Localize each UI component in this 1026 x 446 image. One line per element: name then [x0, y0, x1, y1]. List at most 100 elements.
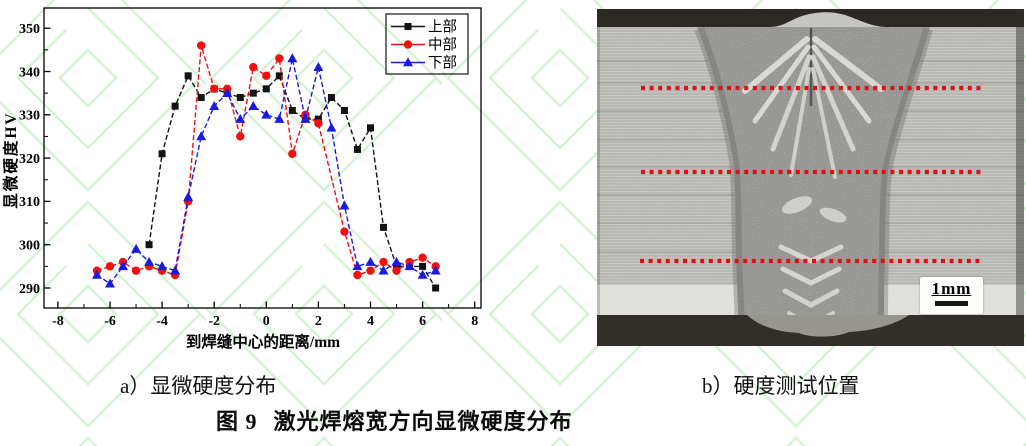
data-point: [313, 61, 324, 71]
data-point: [261, 109, 272, 119]
data-point: [274, 113, 285, 123]
series-2: [92, 41, 440, 280]
data-point: [367, 124, 374, 132]
data-point: [392, 266, 401, 275]
data-point: [379, 257, 388, 267]
data-point: [353, 270, 362, 280]
figure-number: 图 9: [216, 409, 258, 434]
data-point: [157, 261, 168, 271]
legend-marker: [404, 23, 412, 30]
data-point: [105, 278, 115, 288]
data-point: [196, 41, 206, 50]
data-point: [248, 100, 259, 110]
data-point: [118, 261, 129, 271]
legend-label: 中部: [428, 37, 457, 54]
data-point: [432, 284, 440, 292]
data-point: [262, 71, 271, 81]
x-axis-title: 到焊缝中心的距离/mm: [186, 332, 340, 351]
y-tick-label: 320: [19, 152, 40, 167]
data-point: [326, 122, 337, 132]
weld-root: [747, 315, 909, 337]
data-point: [339, 200, 350, 210]
panel-a-caption: a）显微硬度分布: [120, 374, 277, 398]
scale-bar: 1mm: [920, 277, 983, 314]
right-edge-shade: [1016, 9, 1024, 346]
x-tick-label: 0: [263, 314, 270, 329]
data-point: [131, 243, 142, 253]
data-point: [404, 261, 415, 271]
data-point: [288, 106, 296, 114]
legend-label: 下部: [428, 55, 457, 72]
data-point: [314, 119, 323, 128]
top-resin-band: [597, 9, 1024, 27]
data-point: [236, 132, 245, 141]
data-point: [196, 131, 207, 141]
x-tick-label: -4: [156, 314, 168, 329]
y-tick-label: 350: [19, 22, 40, 37]
left-edge-shade: [597, 9, 600, 346]
scale-bar-line: [935, 301, 968, 306]
weld-micrograph-panel: 1mm: [597, 9, 1024, 346]
y-tick-label: 330: [19, 109, 40, 124]
data-point: [365, 256, 376, 266]
data-point: [430, 265, 441, 275]
data-point: [314, 115, 322, 123]
legend-box: [385, 13, 469, 75]
figure-caption: 图 9 激光焊熔宽方向显微硬度分布: [216, 404, 573, 436]
data-point: [131, 266, 141, 275]
x-tick-label: 2: [315, 314, 322, 329]
x-tick-label: 8: [471, 314, 478, 329]
data-point: [222, 87, 233, 97]
x-tick-label: -2: [208, 314, 220, 329]
data-point: [352, 261, 363, 271]
figure-title: 激光焊熔宽方向显微硬度分布: [273, 409, 573, 434]
data-point: [210, 84, 219, 94]
data-point: [197, 93, 205, 101]
data-point: [275, 54, 284, 63]
data-point: [287, 53, 298, 63]
data-point: [340, 106, 348, 114]
legend-label: 上部: [428, 19, 457, 36]
data-point: [236, 93, 244, 101]
data-point: [183, 191, 194, 201]
data-point: [391, 256, 402, 266]
data-point: [170, 265, 181, 275]
data-point: [417, 269, 428, 279]
data-point: [91, 269, 102, 279]
data-point: [275, 72, 283, 80]
data-point: [393, 262, 401, 270]
hardness-chart-panel: 到焊缝中心的距离/mm 显微硬度HV -8 -6 -4 -2 0 2 4 6 8 290 300 31…: [0, 0, 512, 372]
data-point: [105, 262, 115, 271]
data-point: [262, 85, 270, 93]
data-point: [353, 145, 361, 153]
legend-marker: [403, 57, 413, 67]
data-point: [144, 256, 155, 266]
data-point: [419, 262, 427, 270]
data-point: [366, 266, 375, 275]
data-point: [418, 253, 427, 262]
x-tick-label: 4: [367, 314, 374, 329]
data-point: [300, 113, 311, 123]
data-point: [235, 113, 246, 123]
y-axis-title: 显微硬度HV: [1, 111, 20, 208]
y-tick-label: 300: [19, 239, 40, 254]
legend-marker: [403, 40, 413, 49]
x-tick-label: -6: [104, 314, 116, 329]
data-point: [288, 149, 297, 158]
data-point: [209, 100, 220, 110]
data-point: [327, 93, 335, 101]
data-point: [158, 150, 166, 158]
data-point: [380, 223, 388, 231]
data-point: [171, 102, 179, 110]
panel-b-caption: b）硬度测试位置: [702, 374, 860, 398]
x-tick-label: 6: [419, 314, 426, 329]
x-tick-label: -8: [52, 314, 64, 329]
data-point: [340, 227, 349, 236]
data-point: [184, 72, 192, 80]
data-point: [145, 241, 153, 249]
hardness-chart: 到焊缝中心的距离/mm 显微硬度HV -8 -6 -4 -2 0 2 4 6 8 290 300 31…: [1, 7, 482, 351]
data-point: [249, 62, 258, 72]
y-tick-label: 340: [19, 65, 40, 80]
